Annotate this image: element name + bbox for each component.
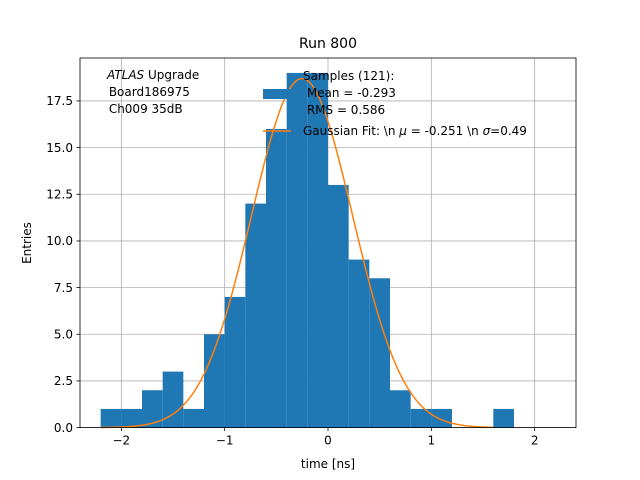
y-tick-label: 2.5 (54, 374, 73, 388)
histogram-bars (100, 72, 514, 428)
y-tick-label: 17.5 (46, 94, 73, 108)
legend-fit-label: Gaussian Fit: \n μ = -0.251 \n σ=0.49 (303, 124, 527, 138)
histogram-bar (121, 408, 142, 428)
histogram-bar (100, 408, 122, 428)
histogram-bar (204, 334, 225, 428)
histogram-bar (286, 72, 308, 428)
annotation-upgrade: Upgrade (144, 68, 199, 82)
x-tick-label: 2 (531, 434, 539, 448)
y-axis-label: Entries (20, 222, 34, 264)
x-tick-label: −1 (216, 434, 234, 448)
y-tick-label: 15.0 (46, 141, 73, 155)
histogram-bar (266, 128, 287, 428)
histogram-bar (431, 408, 452, 428)
x-tick-label: 0 (324, 434, 332, 448)
legend-histogram-swatch (263, 89, 291, 99)
annotation-line-1: ATLAS Upgrade (106, 68, 199, 82)
annotation-line-2: Board186975 (105, 85, 190, 99)
annotation-atlas: ATLAS (106, 68, 145, 82)
histogram-bar (369, 278, 390, 428)
legend-fit-prefix: Gaussian Fit: \n (303, 124, 399, 138)
x-tick-label: 1 (428, 434, 436, 448)
y-tick-label: 10.0 (46, 234, 73, 248)
legend-fit-mu: μ (398, 124, 407, 138)
legend-fit-suffix: =0.49 (490, 124, 527, 138)
legend-samples-line-1: Samples (121): (303, 69, 394, 83)
histogram-bar (183, 408, 204, 428)
histogram-bar (245, 203, 266, 428)
chart-title: Run 800 (299, 36, 357, 52)
x-tick-label: −2 (112, 434, 130, 448)
histogram-bar (307, 72, 328, 428)
legend-samples-line-2: Mean = -0.293 (303, 86, 396, 100)
legend: Samples (121): Mean = -0.293 RMS = 0.586… (263, 69, 527, 138)
atlas-annotation: ATLAS Upgrade Board186975 Ch009 35dB (105, 68, 199, 116)
legend-fit-sigma: σ (483, 124, 491, 138)
x-axis-ticks: −2 −1 0 1 2 (112, 427, 539, 448)
histogram-bar (390, 390, 411, 428)
y-tick-label: 5.0 (54, 328, 73, 342)
y-tick-label: 7.5 (54, 281, 73, 295)
histogram-bar (142, 390, 163, 428)
histogram-bar (348, 259, 370, 428)
histogram-bar (493, 408, 514, 428)
y-tick-label: 12.5 (46, 188, 73, 202)
y-tick-label: 0.0 (54, 421, 73, 435)
histogram-bar (162, 371, 184, 428)
x-axis-label: time [ns] (301, 457, 355, 471)
gaussian-fit-curve (100, 77, 494, 429)
legend-fit-mid: = -0.251 \n (407, 124, 483, 138)
y-axis-ticks: 0.0 2.5 5.0 7.5 10.0 12.5 15.0 17.5 (46, 94, 80, 435)
histogram-bar (224, 296, 246, 428)
histogram-bar (328, 184, 349, 428)
histogram-bar (410, 408, 432, 428)
legend-samples-line-3: RMS = 0.586 (303, 103, 385, 117)
annotation-line-3: Ch009 35dB (105, 102, 183, 116)
